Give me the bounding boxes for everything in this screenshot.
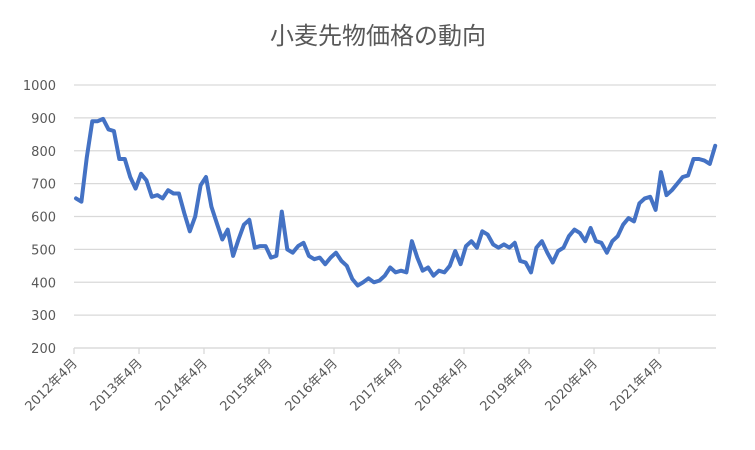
x-axis: 2012年4月 2013年4月 2014年4月 2015年4月 2016年4月 2017年… xyxy=(23,347,716,414)
x-tick-label: 2015年4月 xyxy=(218,356,276,414)
y-axis-ticks: 200 300 400 500 600 700 800 900 1000 xyxy=(23,79,56,357)
y-tick-label: 400 xyxy=(31,276,56,291)
y-tick-label: 700 xyxy=(31,178,56,193)
x-tick-label: 2013年4月 xyxy=(88,356,146,414)
x-tick-label: 2021年4月 xyxy=(608,356,666,414)
x-tick-label: 2017年4月 xyxy=(348,356,406,414)
gridlines xyxy=(74,84,716,349)
x-tick-label: 2020年4月 xyxy=(543,356,601,414)
y-tick-label: 600 xyxy=(31,211,56,226)
chart-title: 小麦先物価格の動向 xyxy=(270,22,486,50)
x-tick-label: 2018年4月 xyxy=(413,356,471,414)
y-tick-label: 1000 xyxy=(23,79,56,94)
x-tick-label: 2016年4月 xyxy=(283,356,341,414)
y-tick-label: 900 xyxy=(31,112,56,127)
y-tick-label: 200 xyxy=(31,342,56,357)
y-tick-label: 800 xyxy=(31,145,56,160)
price-line xyxy=(74,116,718,288)
x-tick-label: 2012年4月 xyxy=(23,356,81,414)
x-tick-label: 2014年4月 xyxy=(153,356,211,414)
x-tick-label: 2019年4月 xyxy=(478,356,536,414)
y-tick-label: 300 xyxy=(31,309,56,324)
series-line xyxy=(74,116,718,288)
y-tick-label: 500 xyxy=(31,243,56,258)
